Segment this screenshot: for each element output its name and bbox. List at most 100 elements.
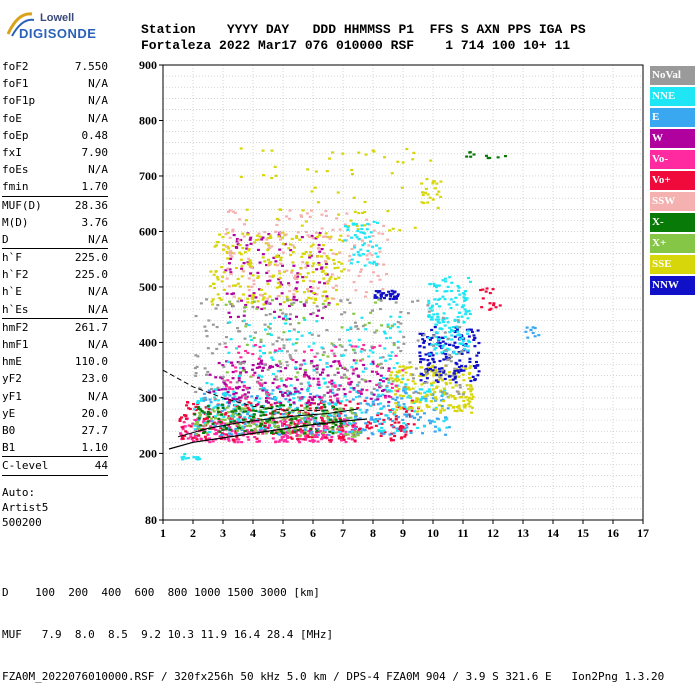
- data-point: [357, 151, 361, 154]
- data-point: [430, 336, 434, 340]
- data-point: [354, 430, 358, 433]
- data-point: [189, 435, 193, 439]
- data-point: [262, 296, 266, 299]
- parameter-row: B0 27.7: [2, 422, 108, 439]
- data-point: [310, 360, 314, 363]
- data-point: [278, 407, 282, 410]
- data-point: [361, 253, 365, 256]
- data-point: [392, 432, 396, 435]
- data-point: [255, 234, 259, 237]
- data-point: [252, 413, 256, 416]
- data-point: [434, 335, 438, 338]
- data-point: [335, 217, 339, 220]
- data-point: [339, 423, 343, 426]
- data-point: [399, 407, 403, 410]
- data-point: [448, 353, 452, 357]
- data-point: [294, 274, 298, 277]
- data-point: [444, 364, 448, 367]
- data-point: [465, 384, 469, 387]
- data-point: [268, 236, 272, 239]
- data-point: [322, 377, 326, 380]
- data-point: [240, 427, 244, 430]
- data-point: [441, 393, 445, 396]
- data-point: [352, 222, 356, 225]
- parameter-row: hmF2 261.7: [2, 319, 108, 336]
- data-point: [284, 313, 288, 316]
- data-point: [356, 327, 360, 331]
- data-point: [196, 405, 200, 409]
- data-point: [312, 301, 316, 304]
- parameter-name: foEs: [2, 163, 29, 177]
- data-point: [284, 413, 288, 416]
- data-point: [427, 302, 431, 305]
- parameter-name: B0: [2, 423, 16, 437]
- data-point: [250, 266, 254, 269]
- data-point: [263, 328, 267, 331]
- data-point: [314, 427, 318, 431]
- data-point: [361, 358, 365, 361]
- data-point: [444, 280, 448, 283]
- data-point: [371, 234, 375, 238]
- data-point: [440, 370, 444, 373]
- data-point: [337, 414, 341, 418]
- data-point: [328, 430, 332, 433]
- data-point: [227, 247, 231, 250]
- data-point: [226, 424, 230, 427]
- data-point: [239, 175, 243, 178]
- data-point: [219, 437, 223, 440]
- data-point: [340, 326, 344, 329]
- data-point: [261, 387, 265, 390]
- data-point: [243, 337, 247, 340]
- data-point: [282, 440, 286, 443]
- data-point: [288, 313, 292, 316]
- data-point: [436, 298, 440, 301]
- legend-item-e: E: [650, 108, 695, 127]
- data-point: [269, 416, 273, 420]
- data-point: [212, 273, 216, 276]
- data-point: [284, 416, 288, 420]
- data-point: [453, 375, 457, 378]
- data-point: [397, 421, 401, 424]
- data-point: [245, 388, 249, 391]
- data-point: [327, 414, 331, 417]
- data-point: [207, 431, 211, 434]
- data-point: [278, 272, 282, 275]
- data-point: [399, 311, 403, 314]
- data-point: [334, 403, 338, 406]
- data-point: [269, 431, 273, 435]
- data-point: [221, 235, 225, 239]
- data-point: [237, 297, 241, 300]
- data-point: [251, 297, 255, 301]
- data-point: [371, 400, 375, 403]
- data-point: [251, 407, 255, 410]
- data-point: [252, 279, 256, 282]
- data-point: [278, 285, 282, 288]
- data-point: [456, 284, 460, 288]
- data-point: [185, 404, 189, 407]
- data-point: [307, 383, 311, 386]
- data-point: [236, 429, 240, 432]
- data-point: [389, 390, 393, 393]
- data-point: [226, 210, 230, 213]
- data-point: [194, 408, 198, 412]
- data-point: [387, 354, 391, 357]
- parameter-value: 261.7: [74, 320, 108, 334]
- data-point: [266, 242, 270, 245]
- data-point: [194, 422, 198, 425]
- data-point: [345, 212, 349, 215]
- data-point: [300, 438, 304, 441]
- data-point: [292, 298, 296, 301]
- data-point: [307, 420, 311, 423]
- data-point: [274, 230, 278, 233]
- data-point: [281, 408, 285, 412]
- data-point: [276, 349, 280, 353]
- data-point: [238, 416, 242, 419]
- data-point: [445, 317, 449, 320]
- data-point: [310, 333, 314, 336]
- data-point: [244, 303, 248, 307]
- data-point: [432, 282, 436, 286]
- data-point: [255, 425, 259, 428]
- data-point: [439, 389, 443, 392]
- data-point: [214, 428, 218, 432]
- data-point: [376, 412, 380, 415]
